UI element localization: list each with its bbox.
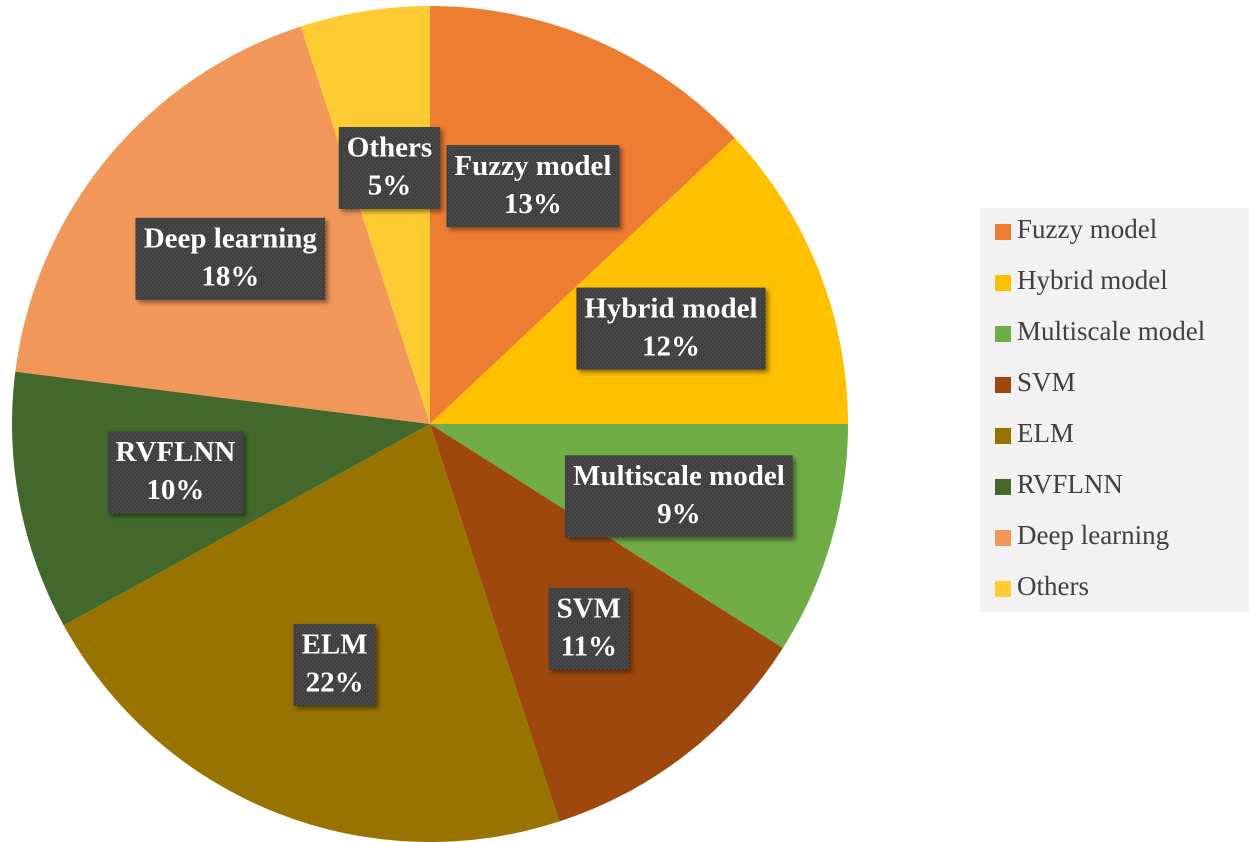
data-label-value: 10% bbox=[146, 474, 204, 506]
legend-label: Multiscale model bbox=[1017, 316, 1205, 346]
data-label-box bbox=[548, 587, 630, 670]
data-label-box bbox=[576, 287, 766, 370]
legend-swatch bbox=[995, 224, 1011, 240]
data-label-category: SVM bbox=[557, 592, 621, 624]
legend-swatch bbox=[995, 326, 1011, 342]
data-label: SVM 11% bbox=[548, 587, 630, 670]
data-label-category: Fuzzy model bbox=[454, 150, 611, 182]
legend-label: Deep learning bbox=[1017, 520, 1169, 550]
data-label-value: 9% bbox=[657, 498, 701, 530]
legend-swatch bbox=[995, 428, 1011, 444]
legend-background bbox=[980, 208, 1249, 612]
data-label-value: 12% bbox=[642, 330, 700, 362]
data-label: RVFLNN 10% bbox=[107, 431, 244, 514]
data-label-category: Deep learning bbox=[144, 222, 318, 254]
data-label: Others 5% bbox=[338, 127, 441, 210]
data-label-value: 13% bbox=[504, 188, 562, 220]
data-label-box bbox=[338, 127, 441, 210]
data-label-category: ELM bbox=[302, 629, 368, 661]
data-label-value: 18% bbox=[201, 260, 259, 292]
data-label-value: 5% bbox=[368, 170, 412, 202]
legend-swatch bbox=[995, 530, 1011, 546]
legend-label: Hybrid model bbox=[1017, 265, 1168, 295]
legend-swatch bbox=[995, 377, 1011, 393]
data-label-box bbox=[107, 431, 244, 514]
legend-swatch bbox=[995, 581, 1011, 597]
legend-label: SVM bbox=[1017, 367, 1076, 397]
legend-label: Fuzzy model bbox=[1017, 214, 1157, 244]
data-label-box bbox=[293, 623, 376, 706]
data-label: Fuzzy model 13% bbox=[446, 145, 620, 228]
data-label-category: Hybrid model bbox=[584, 292, 757, 324]
legend-swatch bbox=[995, 275, 1011, 291]
data-label-category: Others bbox=[347, 132, 432, 164]
legend-label: ELM bbox=[1017, 418, 1074, 448]
data-label: Deep learning 18% bbox=[135, 217, 326, 300]
data-label-value: 22% bbox=[306, 667, 364, 699]
data-label: Multiscale model 9% bbox=[564, 455, 793, 538]
data-label-value: 11% bbox=[561, 630, 617, 662]
legend-label: Others bbox=[1017, 571, 1089, 601]
data-label-category: Multiscale model bbox=[573, 460, 785, 492]
data-label-box bbox=[135, 217, 326, 300]
legend-label: RVFLNN bbox=[1017, 469, 1123, 499]
data-label-box bbox=[446, 145, 620, 228]
legend-swatch bbox=[995, 479, 1011, 495]
pie-slice bbox=[300, 5, 430, 424]
data-label: Hybrid model 12% bbox=[576, 287, 766, 370]
data-label-category: RVFLNN bbox=[116, 436, 236, 468]
data-label-box bbox=[564, 455, 793, 538]
data-label: ELM 22% bbox=[293, 623, 376, 706]
